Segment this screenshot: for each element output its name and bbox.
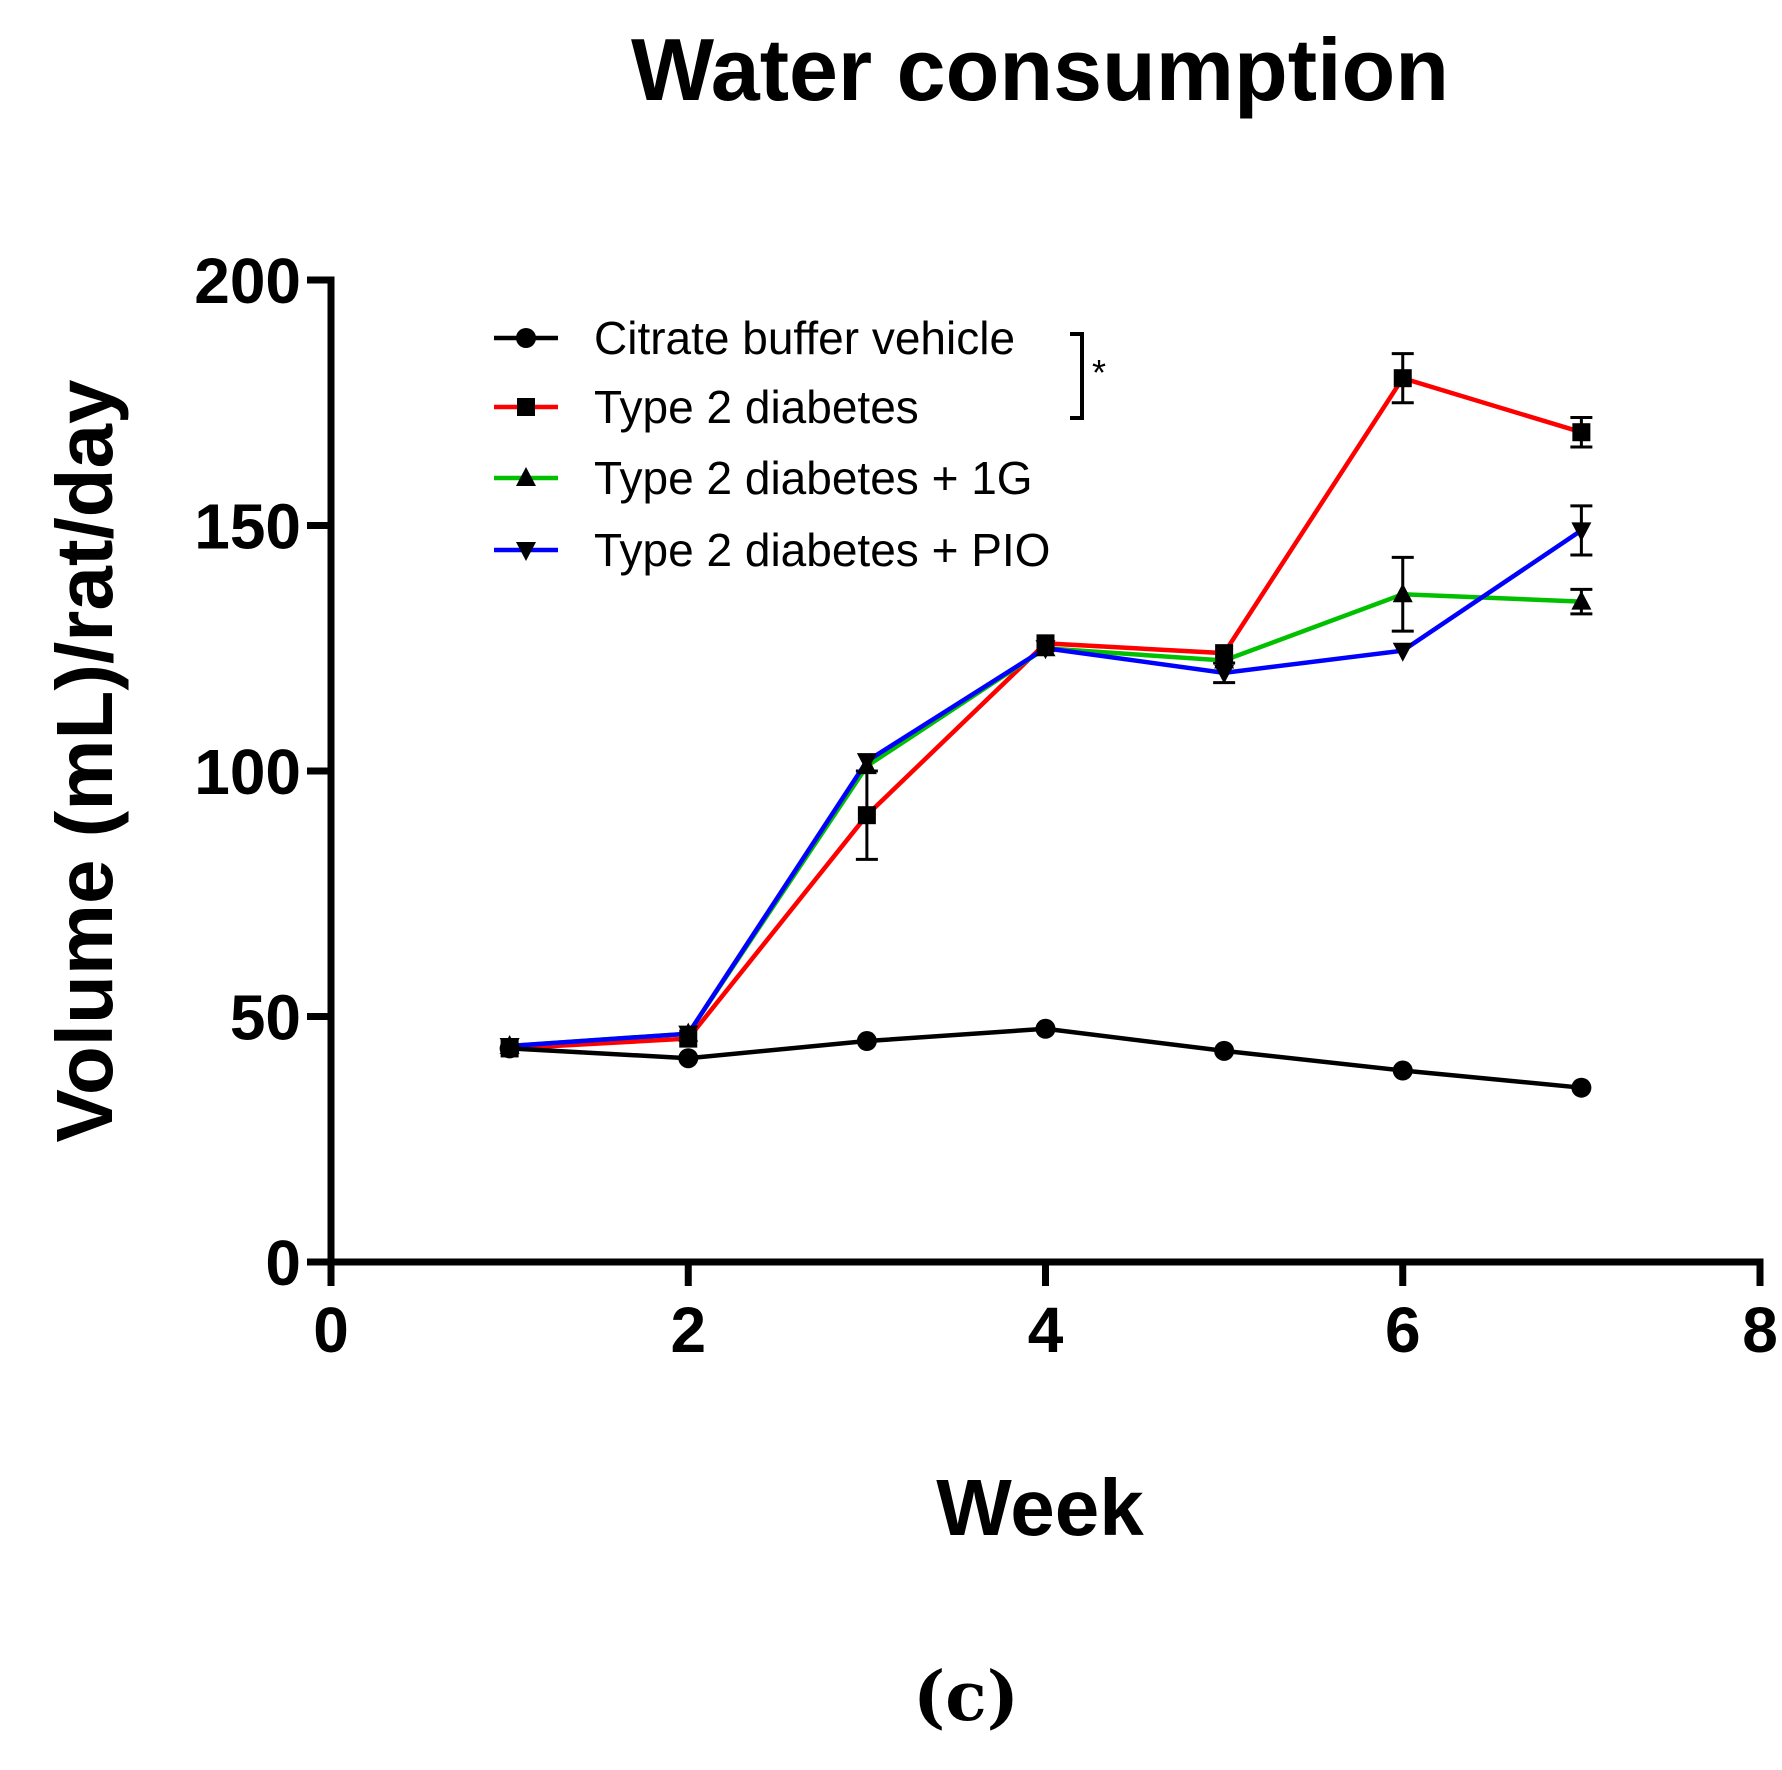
y-tick-label-0: 0 [265, 1227, 301, 1299]
data-point [1572, 423, 1591, 442]
y-tick-label-150: 150 [194, 491, 301, 563]
data-point [857, 806, 876, 825]
legend-marker [517, 398, 535, 416]
x-tick-label-6: 6 [1385, 1294, 1421, 1366]
data-point [1392, 1060, 1413, 1081]
significance-bracket [1070, 332, 1084, 420]
data-point [856, 1031, 877, 1052]
data-point [1035, 1018, 1056, 1039]
data-point [1571, 590, 1592, 610]
data-point [499, 1037, 520, 1057]
data-point [1214, 1040, 1235, 1061]
legend-marker [516, 467, 536, 486]
legend-label: Type 2 diabetes + 1G [594, 452, 1033, 504]
data-point [1571, 522, 1592, 542]
x-tick-label-4: 4 [1028, 1294, 1064, 1366]
data-point [1214, 649, 1235, 669]
y-tick-label-200: 200 [194, 245, 301, 317]
x-tick-label-8: 8 [1742, 1294, 1778, 1366]
panel-label: (c) [913, 1657, 1019, 1737]
y-tick-label-50: 50 [230, 982, 301, 1054]
legend-label: Type 2 diabetes [594, 381, 919, 433]
data-point [1393, 369, 1412, 388]
y-tick-label-100: 100 [194, 736, 301, 808]
data-point [856, 753, 877, 773]
x-tick-label-2: 2 [670, 1294, 706, 1366]
plot-area: 0 50 100 150 200 0 2 4 6 8 Citrate buffer vehicle T… [194, 245, 1778, 1366]
data-point [1392, 583, 1413, 603]
y-axis-label: Volume (mL)/rat/day [40, 379, 129, 1143]
legend-label: Citrate buffer vehicle [594, 312, 1015, 364]
data-point [1214, 664, 1235, 684]
x-tick-label-0: 0 [313, 1294, 349, 1366]
data-point [1571, 1077, 1592, 1098]
significance-label: * [1092, 352, 1106, 393]
series-line [509, 528, 1583, 1049]
legend-label: Type 2 diabetes + PIO [594, 524, 1050, 576]
data-point [1392, 642, 1413, 662]
chart-title: Water consumption [631, 20, 1449, 119]
series-line [509, 591, 1582, 1049]
data-point [678, 1025, 699, 1045]
x-axis-label: Week [936, 1463, 1144, 1552]
data-point [1035, 640, 1056, 660]
legend-marker [516, 328, 536, 348]
data-point [678, 1048, 699, 1069]
legend-marker [516, 542, 536, 561]
